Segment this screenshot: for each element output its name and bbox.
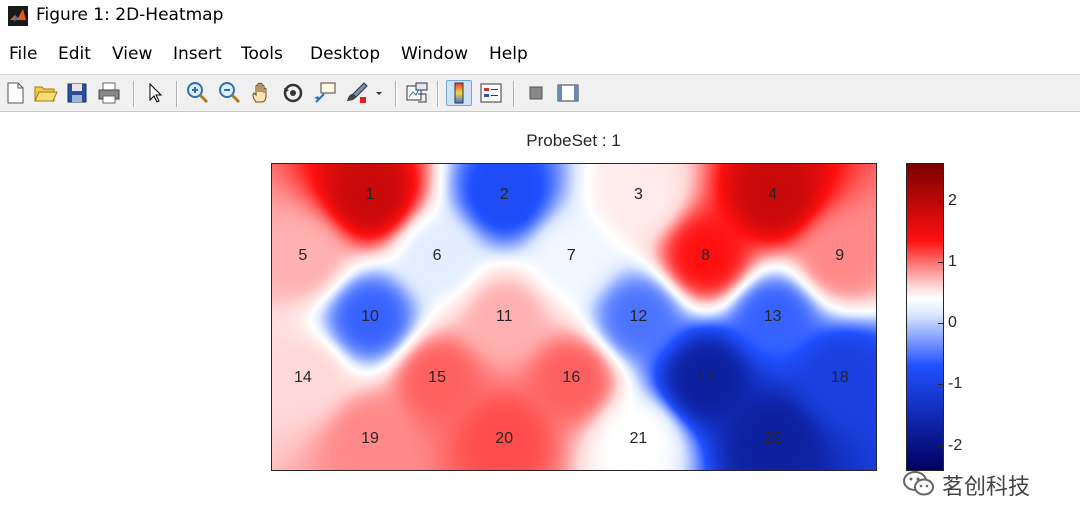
probe-label: 4 (768, 185, 778, 203)
probe-label: 7 (566, 246, 576, 264)
new-file-icon (7, 82, 24, 104)
probe-label: 9 (835, 246, 845, 264)
data-cursor-icon (314, 82, 336, 103)
print-icon (98, 82, 120, 104)
colorbar-tick-label: 1 (948, 252, 957, 270)
zoom-out-button[interactable] (216, 80, 242, 106)
probe-label: 10 (361, 308, 379, 325)
legend-icon (480, 83, 502, 103)
hide-plot-tools-icon (529, 86, 543, 100)
toolbar-separator (395, 81, 397, 107)
new-file-button[interactable] (2, 80, 28, 106)
probe-label: 22 (763, 430, 782, 448)
probe-label: 16 (562, 369, 581, 387)
title-bar: Figure 1: 2D-Heatmap (0, 0, 1080, 32)
plot-title: ProbeSet : 1 (526, 131, 621, 150)
toolbar-separator (513, 81, 515, 107)
insert-legend-button[interactable] (478, 80, 504, 106)
colorbar-tick (938, 261, 943, 263)
hide-plot-tools-button[interactable] (523, 80, 549, 106)
insert-colorbar-button[interactable] (446, 80, 472, 106)
chevron-down-icon (376, 92, 382, 95)
print-button[interactable] (96, 80, 122, 106)
probe-label: 21 (629, 430, 648, 448)
open-file-button[interactable] (32, 80, 58, 106)
zoom-in-button[interactable] (184, 80, 210, 106)
rotate-3d-button[interactable] (280, 80, 306, 106)
probe-label: 8 (701, 246, 710, 264)
show-plot-tools-button[interactable] (555, 80, 581, 106)
watermark-text: 茗创科技 (942, 475, 1031, 500)
menu-file[interactable]: File (9, 44, 38, 64)
zoom-out-icon (219, 82, 241, 104)
pan-hand-icon (252, 82, 267, 103)
link-plot-icon (406, 82, 428, 103)
probe-label: 18 (830, 369, 849, 387)
toolbar-separator (176, 81, 178, 107)
matlab-app-icon (8, 6, 28, 26)
menu-view[interactable]: View (112, 44, 153, 64)
probe-label: 12 (629, 308, 648, 325)
toolbar-separator (133, 81, 135, 107)
menu-tools[interactable]: Tools (241, 44, 283, 64)
probe-label: 1 (365, 185, 375, 203)
colorbar-tick-label: 0 (948, 314, 957, 332)
rotate-3d-icon (283, 83, 303, 103)
menu-bar: File Edit View Insert Tools Desktop Wind… (0, 40, 1080, 70)
zoom-in-icon (187, 82, 209, 104)
probe-label: 5 (298, 246, 308, 264)
probe-label: 14 (293, 369, 312, 387)
colorbar[interactable] (906, 163, 944, 471)
probe-label: 20 (495, 430, 514, 448)
toolbar-separator (437, 81, 439, 107)
colorbar-tick (938, 200, 943, 202)
pointer-icon (149, 82, 163, 103)
probe-label: 3 (633, 185, 643, 203)
save-button[interactable] (64, 80, 90, 106)
watermark: 茗创科技 (902, 465, 1062, 505)
menu-window[interactable]: Window (401, 44, 469, 64)
heatmap-plot[interactable]: 1 2 3 4 5 6 7 8 9 10 11 12 13 14 15 16 17 18 19 20 21 22 (271, 163, 877, 471)
probe-label: 13 (763, 308, 782, 325)
probe-label: 6 (432, 246, 442, 264)
probe-label: 11 (495, 308, 513, 325)
edit-plot-button[interactable] (142, 80, 168, 106)
pan-button[interactable] (248, 80, 274, 106)
colorbar-gradient (907, 164, 943, 470)
show-plot-tools-icon (557, 84, 579, 102)
probe-label: 15 (428, 369, 446, 387)
colorbar-tick-label: -1 (948, 375, 963, 393)
save-icon (67, 83, 87, 103)
colorbar-tick (938, 384, 943, 386)
open-folder-icon (34, 86, 58, 102)
colorbar-tick (938, 323, 943, 325)
probe-label: 2 (499, 185, 509, 203)
colorbar-tick-label: 2 (948, 191, 957, 209)
window-title: Figure 1: 2D-Heatmap (36, 5, 224, 25)
brush-dropdown-button[interactable] (372, 80, 386, 106)
brush-button[interactable] (344, 80, 370, 106)
colorbar-icon (454, 82, 464, 104)
menu-help[interactable]: Help (489, 44, 528, 64)
brush-icon (347, 82, 368, 103)
figure-area: ProbeSet : 1 1 2 3 4 5 6 7 8 9 10 11 12 13 14 15 16 17 18… (0, 112, 1080, 530)
link-plot-button[interactable] (404, 80, 430, 106)
wechat-icon (903, 471, 934, 496)
menu-desktop[interactable]: Desktop (310, 44, 381, 64)
data-cursor-button[interactable] (312, 80, 338, 106)
colorbar-tick-label: -2 (948, 436, 963, 454)
menu-insert[interactable]: Insert (173, 44, 222, 64)
menu-edit[interactable]: Edit (58, 44, 91, 64)
probe-label: 17 (696, 369, 715, 387)
toolbar (0, 74, 1080, 112)
colorbar-tick (938, 445, 943, 447)
heatmap-canvas (272, 164, 876, 470)
probe-label: 19 (361, 430, 379, 448)
